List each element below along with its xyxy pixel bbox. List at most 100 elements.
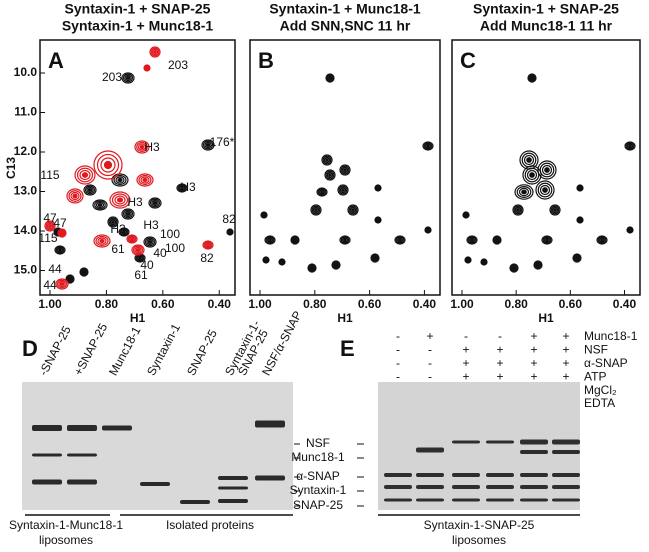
peak [527,73,537,83]
peak-contour [549,204,561,216]
gel-band [180,500,210,504]
peak-contour [494,237,500,243]
peak-contour [492,235,502,245]
peak-contour [134,246,142,254]
peak-contour [596,235,608,245]
peak-contour [264,235,276,245]
condition-sign: - [428,369,432,383]
peak-contour [553,208,557,212]
peak [466,235,478,245]
peak-contour [293,238,297,242]
peak-contour [228,230,232,234]
peak-contour [137,143,147,151]
gel-band [552,439,580,445]
peak-contour [81,269,87,275]
peak [260,211,268,219]
peak-contour [340,165,350,175]
peak-contour [465,257,471,263]
peak-contour [523,154,535,166]
band-label: Syntaxin-1 [290,483,347,497]
peak-contour [578,186,582,190]
x-tick-label: 0.80 [95,297,119,311]
peak-contour [470,238,474,242]
x-tick-label: 0.40 [613,297,637,311]
peak-contour [177,184,187,192]
peak [55,278,69,290]
peak [537,160,557,180]
peak-contour [150,47,160,57]
condition-sign: - [396,356,400,370]
peak-contour [512,266,516,270]
peak-contour [262,213,266,217]
peak [325,73,335,83]
peak-contour [370,253,380,263]
x-tick-label: 0.40 [413,297,437,311]
group-label: liposomes [39,533,93,547]
peak-contour [124,210,132,218]
peak-contour [180,186,184,190]
gel-band [552,498,580,502]
x-tick-label: 0.60 [559,297,583,311]
peak-contour [125,76,131,80]
peak-contour [308,264,316,272]
condition-sign: + [562,369,569,383]
peak-contour [204,141,212,149]
peak-contour [493,236,501,244]
x-tick-label: 0.60 [358,297,382,311]
peak [74,165,96,185]
peak-contour [395,236,405,244]
peak-contour [624,141,636,151]
peak [464,256,472,264]
peak-label: 61 [134,268,148,282]
peak-contour [55,278,69,290]
peak-contour [375,185,381,191]
peak-contour [144,237,156,247]
peak-label: 40 [153,246,167,260]
peak-contour [524,167,540,183]
peak-contour [625,142,635,150]
gel-band [140,482,170,486]
peak-contour [144,65,150,71]
peak-contour [260,211,268,219]
peak-contour [95,201,105,209]
peak [79,267,89,277]
peak-contour [136,141,148,153]
peak-label: 47 [53,216,67,230]
peak-contour [100,157,116,173]
peak [512,204,524,216]
peak-contour [543,237,551,243]
peak-contour [573,254,581,262]
peak-contour [396,237,404,243]
peak-contour [465,257,471,263]
group-label: Syntaxin-1-Munc18-1 [9,518,123,532]
peak-contour [44,220,56,232]
peak-contour [423,142,433,150]
condition-sign: - [428,356,432,370]
peak-contour [466,235,478,245]
peak-contour [343,238,347,242]
peak-label: 44 [48,262,62,276]
peak-contour [136,255,144,261]
peak-contour [467,236,477,244]
peak-contour [398,238,402,242]
panel-letter: D [22,336,38,361]
peak-contour [424,143,432,149]
peak-contour [317,188,327,196]
group-label: liposomes [452,533,506,547]
peak-contour [83,184,97,196]
peak [572,253,582,263]
peak-contour [68,190,82,202]
spectrum-title: Syntaxin-1 + Munc18-1 [62,18,214,34]
peak-contour [120,229,128,235]
peak-contour [512,204,524,216]
gel-band [452,498,480,502]
peak-contour [58,248,62,252]
peak-contour [534,261,542,269]
peak-contour [371,254,379,262]
peak-contour [132,245,144,255]
peak-contour [122,73,134,83]
gel-band [32,453,62,457]
peak-contour [576,216,584,224]
condition-sign: + [530,356,537,370]
